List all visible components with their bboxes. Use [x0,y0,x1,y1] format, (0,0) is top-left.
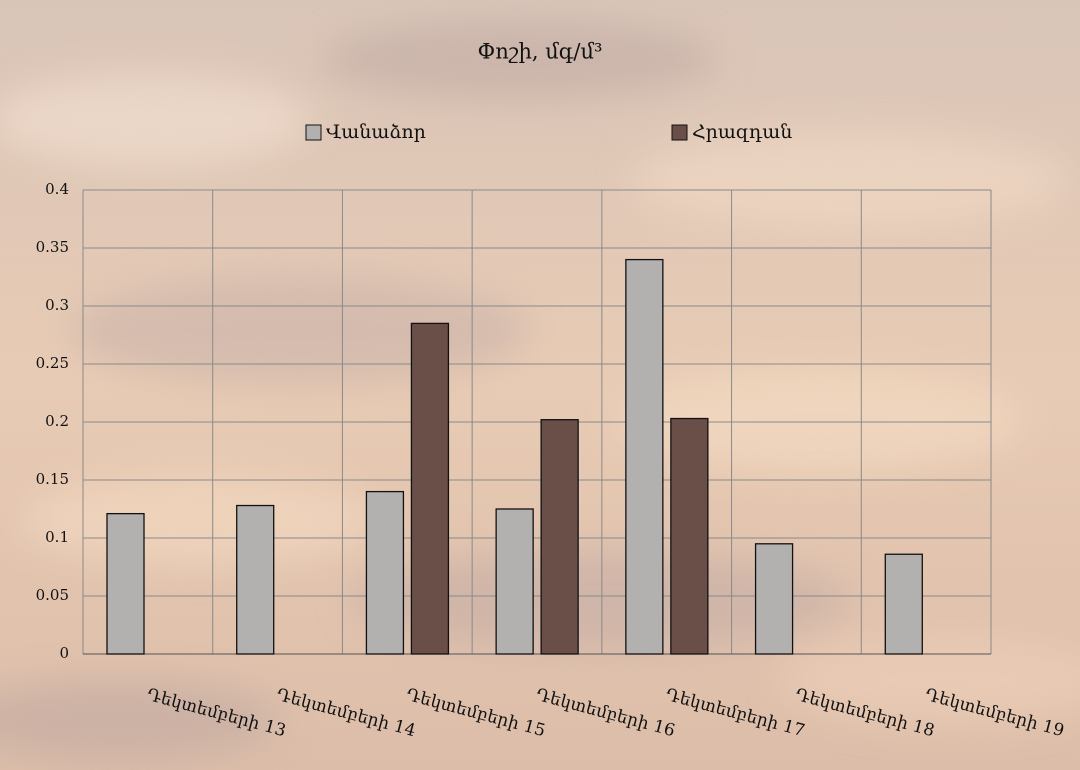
bar [540,419,579,655]
bar [236,504,275,655]
bar [754,543,794,655]
y-tick-label: 0.1 [45,528,69,546]
y-tick-label: 0.2 [45,412,69,430]
legend-label: Հրազդան [692,121,792,143]
legend-label: Վանաձոր [326,121,426,143]
y-tick-label: 0.25 [36,354,69,372]
y-tick-label: 0.35 [36,238,69,256]
y-tick-label: 0 [59,644,69,662]
y-tick-label: 0.4 [45,180,69,198]
legend-swatch [671,124,688,141]
bar [670,417,709,655]
bar [495,508,534,655]
y-tick-label: 0.05 [36,586,69,604]
legend-swatch [305,124,322,141]
y-tick-label: 0.15 [36,470,69,488]
bar [365,490,405,655]
y-tick-label: 0.3 [45,296,69,314]
bar [106,512,145,655]
bar [625,258,664,655]
bar [884,553,923,655]
bar [410,322,450,655]
chart-title: Փոշի, մգ/մ³ [478,40,603,64]
